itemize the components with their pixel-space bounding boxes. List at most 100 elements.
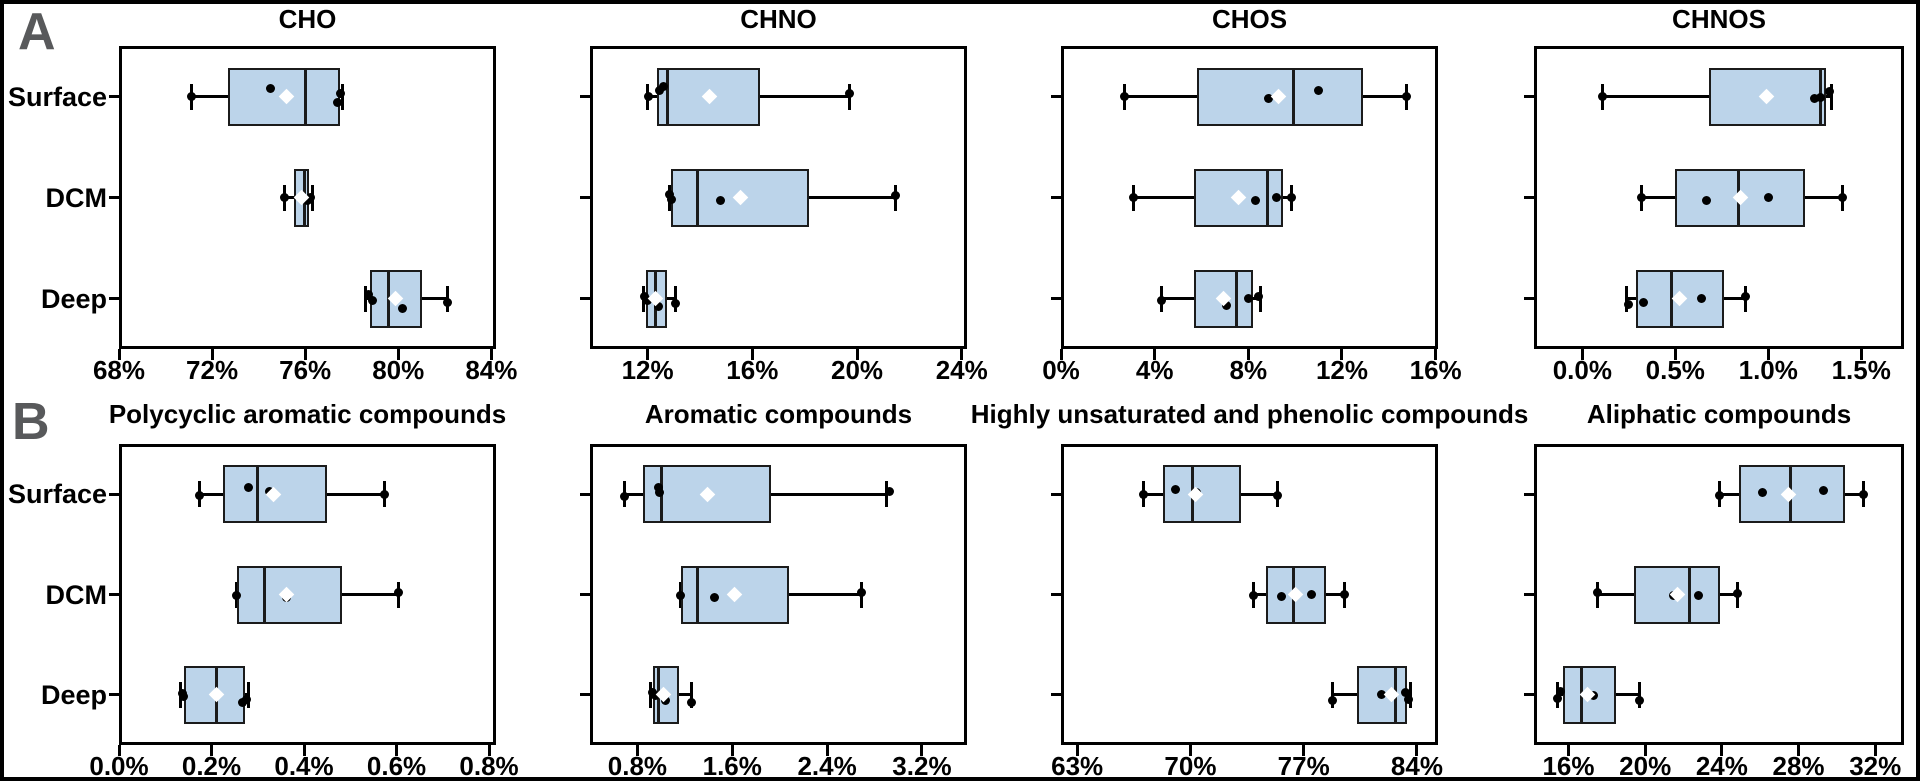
whisker-cap-high <box>1637 681 1641 708</box>
x-axis-tick <box>1567 745 1570 756</box>
x-axis-tick <box>1075 745 1079 756</box>
x-axis-tick <box>1643 745 1647 756</box>
x-tick-label: 0.6% <box>366 751 427 781</box>
data-point <box>1314 86 1324 95</box>
x-axis-tick <box>1246 349 1250 360</box>
median-line <box>665 67 669 126</box>
whisker-cap-high <box>1829 83 1833 110</box>
data-point <box>333 98 343 107</box>
x-axis-tick <box>1720 745 1724 756</box>
x-tick-label: 8% <box>1229 355 1268 385</box>
data-point <box>306 193 316 202</box>
x-tick-label: 77% <box>1277 751 1330 781</box>
x-axis-tick <box>489 349 493 360</box>
y-axis-tick <box>1524 693 1534 697</box>
x-tick-label: 16% <box>1542 751 1595 781</box>
x-axis-tick <box>210 349 214 360</box>
panel-title: Highly unsaturated and phenolic compound… <box>970 399 1529 429</box>
y-axis-tick <box>109 196 119 199</box>
y-axis-tick <box>580 492 590 496</box>
data-point <box>1624 300 1634 309</box>
y-axis-tick <box>109 693 119 697</box>
y-axis-tick <box>109 297 119 300</box>
x-tick-label: 12% <box>1315 355 1368 385</box>
median-line <box>695 168 699 227</box>
data-point <box>279 193 289 202</box>
x-axis-tick <box>635 745 639 756</box>
whisker-cap-low <box>1331 681 1335 708</box>
data-point <box>1715 490 1725 500</box>
median-line <box>1235 269 1239 328</box>
data-point <box>1221 301 1231 310</box>
data-point <box>1339 590 1349 599</box>
median-line <box>263 565 267 624</box>
whisker-cap-high <box>690 681 694 708</box>
y-axis-tick <box>1051 297 1061 300</box>
y-axis-tick <box>580 693 590 697</box>
x-axis-tick <box>855 349 859 360</box>
x-tick-label: 2.4% <box>797 751 857 781</box>
x-axis-tick <box>1434 349 1438 360</box>
data-point <box>1250 196 1260 205</box>
data-point <box>885 486 895 496</box>
y-axis-tick <box>1051 593 1061 596</box>
data-point <box>1139 489 1149 499</box>
data-point <box>1307 590 1317 599</box>
x-tick-label: 1.5% <box>1831 355 1891 385</box>
y-axis-tick <box>1524 297 1534 300</box>
y-axis-tick <box>1524 95 1534 98</box>
median-line <box>256 465 260 524</box>
data-point <box>1810 94 1820 103</box>
y-axis-tick <box>1051 95 1061 98</box>
data-point <box>394 588 404 597</box>
data-point <box>1328 696 1338 706</box>
x-tick-label: 16% <box>1409 355 1462 385</box>
data-point <box>661 696 671 706</box>
panel-title: CHNOS <box>1672 4 1766 34</box>
x-tick-label: 4% <box>1135 355 1174 385</box>
data-point <box>1376 690 1386 700</box>
data-point <box>380 489 390 499</box>
data-point <box>1639 298 1649 307</box>
data-point <box>1838 193 1848 202</box>
data-point <box>265 84 275 93</box>
data-point <box>1637 193 1647 202</box>
x-tick-label: 1.0% <box>1738 355 1798 385</box>
x-tick-label: 0.4% <box>274 751 334 781</box>
data-point <box>241 695 251 705</box>
data-point <box>890 191 900 200</box>
data-point <box>363 290 373 299</box>
x-axis-tick <box>1188 745 1192 756</box>
y-axis-tick <box>1051 693 1061 697</box>
data-point <box>716 196 726 205</box>
data-point <box>1634 696 1644 706</box>
x-tick-label: 84% <box>1390 751 1443 781</box>
x-axis-tick <box>1766 349 1770 360</box>
data-point <box>687 698 697 708</box>
x-axis-tick <box>117 745 121 756</box>
x-tick-label: 72% <box>186 355 239 385</box>
data-point <box>244 482 254 492</box>
row-label-a: A <box>18 3 56 61</box>
x-axis-tick <box>960 349 964 360</box>
x-tick-label: 0.2% <box>181 751 242 781</box>
x-tick-label: 0.0% <box>1552 355 1612 385</box>
data-point <box>1696 294 1706 303</box>
data-point <box>1273 490 1283 500</box>
category-label: DCM <box>45 579 108 610</box>
x-axis-tick <box>1859 349 1863 360</box>
data-point <box>1815 93 1825 102</box>
x-tick-label: 28% <box>1772 751 1825 781</box>
data-point <box>1157 296 1167 305</box>
data-point <box>442 298 452 307</box>
data-point <box>335 89 345 98</box>
data-point <box>650 691 660 701</box>
x-axis-tick <box>920 745 924 756</box>
data-point <box>844 89 854 98</box>
whisker-cap-high <box>1408 681 1412 708</box>
data-point <box>666 195 676 204</box>
y-axis-tick <box>1524 593 1534 596</box>
x-axis-tick <box>117 349 121 360</box>
data-point <box>1694 591 1704 600</box>
y-axis-tick <box>580 593 590 596</box>
